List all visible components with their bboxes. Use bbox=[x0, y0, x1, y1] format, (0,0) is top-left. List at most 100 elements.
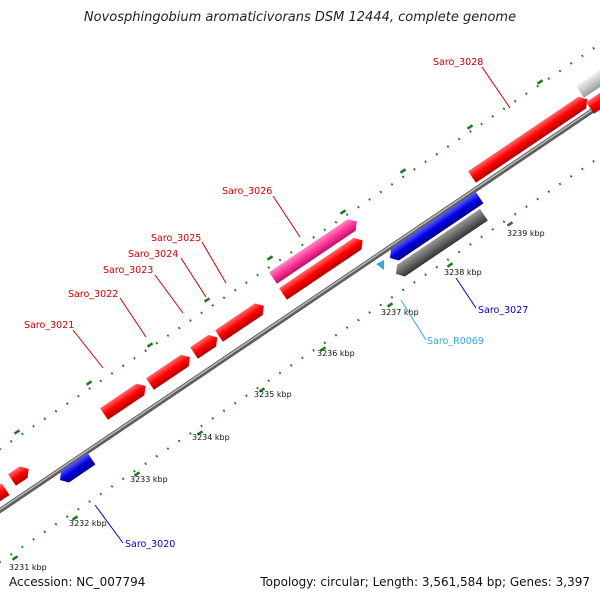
tick-mark bbox=[222, 409, 226, 413]
tick-mark bbox=[491, 228, 495, 231]
tick-mark bbox=[480, 235, 483, 239]
kbp-label: 3236 kbp bbox=[317, 349, 355, 358]
label-saro-3025: Saro_3025 bbox=[151, 233, 201, 244]
tick-mark bbox=[547, 190, 551, 193]
tick-mark bbox=[166, 447, 170, 450]
tick-mark bbox=[357, 205, 360, 209]
tick-mark bbox=[121, 364, 125, 368]
tick-mark bbox=[469, 130, 472, 133]
tick-mark bbox=[289, 251, 293, 254]
tick-mark bbox=[99, 492, 103, 496]
tick-mark bbox=[133, 469, 136, 473]
tick-mark bbox=[200, 424, 203, 428]
label-saro-3023: Saro_3023 bbox=[103, 265, 153, 276]
major-tick-mark bbox=[466, 124, 474, 130]
major-tick-mark bbox=[446, 262, 454, 268]
kbp-label: 3237 kbp bbox=[381, 308, 419, 317]
gene-saro-3021 bbox=[100, 383, 146, 420]
tick-mark bbox=[334, 333, 338, 337]
tick-mark bbox=[43, 417, 47, 421]
tick-mark bbox=[345, 213, 349, 216]
kbp-label: 3233 kbp bbox=[130, 475, 168, 484]
tick-mark bbox=[189, 432, 192, 435]
gene-saro-3028-prev bbox=[0, 483, 10, 503]
tick-mark bbox=[65, 402, 69, 405]
major-tick-mark bbox=[399, 168, 407, 174]
tick-mark bbox=[435, 152, 439, 156]
tick-mark bbox=[312, 235, 315, 239]
tick-mark bbox=[144, 349, 147, 353]
tick-mark bbox=[256, 386, 259, 390]
tick-mark bbox=[289, 364, 293, 367]
gene-saro-3025 bbox=[279, 237, 363, 300]
tick-mark bbox=[200, 311, 203, 315]
tick-mark bbox=[457, 250, 461, 254]
tick-mark bbox=[446, 145, 450, 148]
tick-mark bbox=[424, 273, 427, 277]
kbp-label: 3238 kbp bbox=[444, 268, 482, 277]
tick-mark bbox=[368, 198, 371, 201]
tick-mark bbox=[54, 522, 58, 526]
tick-mark bbox=[9, 440, 13, 443]
gene-saro-3026-rrna bbox=[269, 219, 357, 284]
tick-mark bbox=[357, 318, 360, 322]
tick-mark bbox=[536, 84, 539, 88]
tick-mark bbox=[110, 372, 114, 375]
tick-mark bbox=[245, 281, 248, 285]
tick-mark bbox=[88, 500, 91, 503]
label-saro-3028: Saro_3028 bbox=[433, 57, 483, 68]
kbp-label: 3234 kbp bbox=[192, 433, 230, 442]
tick-mark bbox=[401, 175, 405, 179]
tick-mark bbox=[121, 477, 125, 481]
genome-title: Novosphingobium aromaticivorans DSM 1244… bbox=[83, 10, 517, 25]
tick-mark bbox=[446, 258, 450, 261]
tick-mark bbox=[536, 197, 539, 201]
major-tick-mark bbox=[266, 255, 274, 261]
kbp-axis-labels: 3231 kbp 3232 kbp 3233 kbp 3234 kbp 3235 kbp… bbox=[9, 229, 545, 572]
major-tick-mark bbox=[319, 346, 327, 352]
tick-mark bbox=[581, 54, 584, 58]
tick-mark bbox=[379, 303, 383, 307]
major-tick-mark bbox=[339, 209, 347, 215]
tick-mark bbox=[301, 243, 304, 247]
tick-mark bbox=[401, 288, 405, 292]
tick-mark bbox=[233, 401, 237, 405]
gene-next-light bbox=[576, 69, 600, 98]
gene-next-red bbox=[586, 85, 600, 114]
major-tick-mark bbox=[11, 555, 19, 561]
tick-mark bbox=[233, 288, 237, 292]
tick-mark bbox=[424, 160, 427, 164]
tick-mark bbox=[88, 387, 91, 390]
tick-mark bbox=[155, 341, 159, 345]
tick-mark bbox=[379, 190, 383, 194]
tick-mark bbox=[9, 553, 13, 556]
gene-saro-3020 bbox=[60, 452, 96, 483]
tick-mark bbox=[491, 115, 495, 118]
tick-mark bbox=[110, 485, 114, 488]
tick-mark bbox=[413, 280, 416, 284]
tick-mark bbox=[211, 417, 215, 420]
major-tick-mark bbox=[258, 387, 266, 393]
tick-mark bbox=[211, 304, 215, 307]
label-saro-3022: Saro_3022 bbox=[68, 289, 118, 300]
gene-saro-3028 bbox=[468, 96, 588, 183]
tick-mark bbox=[99, 379, 103, 383]
tick-mark bbox=[166, 334, 170, 337]
tick-mark bbox=[301, 356, 304, 360]
kbp-label: 3235 kbp bbox=[254, 390, 292, 399]
label-saro-3020: Saro_3020 bbox=[125, 539, 175, 550]
reverse-genes bbox=[60, 191, 488, 483]
label-saro-r0069: Saro_R0069 bbox=[427, 336, 484, 347]
tick-mark bbox=[133, 356, 136, 360]
tick-mark bbox=[256, 273, 259, 277]
tick-mark bbox=[502, 107, 506, 111]
tick-mark bbox=[323, 228, 327, 232]
genome-summary: Topology: circular; Length: 3,561,584 bp… bbox=[260, 575, 590, 589]
tick-mark bbox=[558, 182, 562, 186]
tick-mark bbox=[267, 379, 271, 382]
gene-saro-3024 bbox=[215, 303, 264, 342]
label-saro-3027: Saro_3027 bbox=[478, 305, 528, 316]
tick-mark bbox=[558, 69, 562, 73]
tick-mark bbox=[245, 394, 248, 398]
